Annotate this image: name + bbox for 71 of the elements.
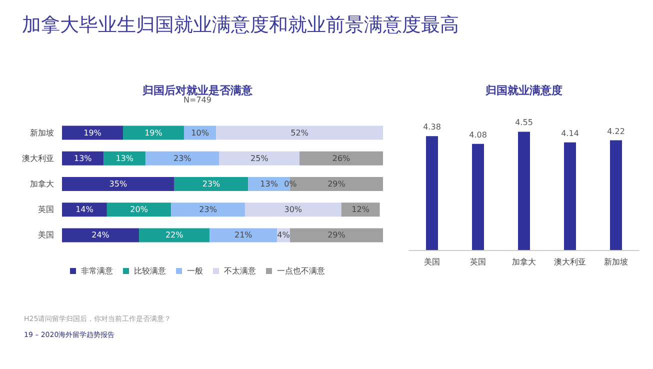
chart-title: 归国就业满意度 <box>484 84 562 97</box>
data-label: 4.22 <box>607 126 625 136</box>
data-label: 4.14 <box>561 128 579 138</box>
data-label: 22% <box>165 230 184 240</box>
data-label: 12% <box>352 205 370 214</box>
x-tick-label: 英国 <box>470 258 486 266</box>
data-label: 26% <box>332 154 351 163</box>
data-label: 35% <box>109 180 128 188</box>
data-label: 19% <box>84 128 102 138</box>
y-tick-label: 新加坡 <box>30 128 54 138</box>
bar <box>518 132 530 250</box>
bar <box>145 151 220 166</box>
y-tick-label: 加拿大 <box>30 180 54 188</box>
legend-label: 不太满意 <box>224 266 256 276</box>
bar <box>62 126 123 140</box>
data-label: 29% <box>328 230 346 240</box>
data-label: 4.08 <box>469 130 487 140</box>
bar <box>104 151 146 166</box>
data-label: 30% <box>284 205 302 214</box>
data-label: 4.55 <box>515 118 533 128</box>
x-tick-label: 新加坡 <box>604 258 628 266</box>
bar <box>564 142 576 250</box>
bar <box>472 144 484 250</box>
y-tick-label: 澳大利亚 <box>22 154 54 163</box>
data-label: 13% <box>116 154 134 163</box>
data-label: 23% <box>173 154 192 163</box>
x-tick-label: 澳大利亚 <box>554 258 586 266</box>
bar <box>62 151 104 166</box>
data-label: 24% <box>92 230 110 240</box>
legend-label: 比较满意 <box>134 266 166 276</box>
legend-label: 非常满意 <box>81 266 113 276</box>
y-tick-label: 英国 <box>38 205 54 214</box>
data-label: 13% <box>74 154 92 163</box>
bar <box>122 126 184 140</box>
data-label: 52% <box>290 128 309 138</box>
bar <box>171 202 245 217</box>
bar <box>62 177 174 191</box>
chart-subtitle: N=749 <box>184 96 212 104</box>
bar <box>290 228 383 242</box>
data-label: 4.38 <box>423 122 441 132</box>
bar <box>244 202 342 217</box>
text: 加拿大毕业生归国就业满意度和就业前景满意度最高 <box>22 13 459 38</box>
data-label: 19% <box>144 128 163 138</box>
legend-label: 一般 <box>187 266 203 276</box>
x-tick-label: 加拿大 <box>512 258 536 266</box>
chart-title: 归国后对就业是否满意 <box>142 84 254 97</box>
bar <box>610 140 622 250</box>
bar <box>139 228 210 242</box>
data-label: 23% <box>199 205 218 214</box>
bar <box>210 228 278 242</box>
data-label: 13% <box>260 180 278 188</box>
data-label: 20% <box>130 205 148 214</box>
data-label: 21% <box>234 230 253 240</box>
bar <box>174 177 248 191</box>
data-label: 23% <box>202 180 221 188</box>
bar <box>341 202 380 217</box>
bar <box>426 136 438 250</box>
data-label: 10% <box>191 128 210 138</box>
x-tick-label: 美国 <box>424 258 440 266</box>
bar <box>300 151 383 166</box>
data-label: 14% <box>76 205 94 214</box>
legend-label: 一点也不满意 <box>277 266 325 276</box>
data-label: 4% <box>277 230 290 240</box>
bar <box>62 202 107 217</box>
bar <box>216 126 383 140</box>
data-label: 29% <box>328 180 346 188</box>
bar <box>219 151 300 166</box>
y-tick-label: 美国 <box>38 230 54 240</box>
data-label: 25% <box>250 154 269 163</box>
bar <box>106 202 172 217</box>
bar <box>62 228 140 242</box>
